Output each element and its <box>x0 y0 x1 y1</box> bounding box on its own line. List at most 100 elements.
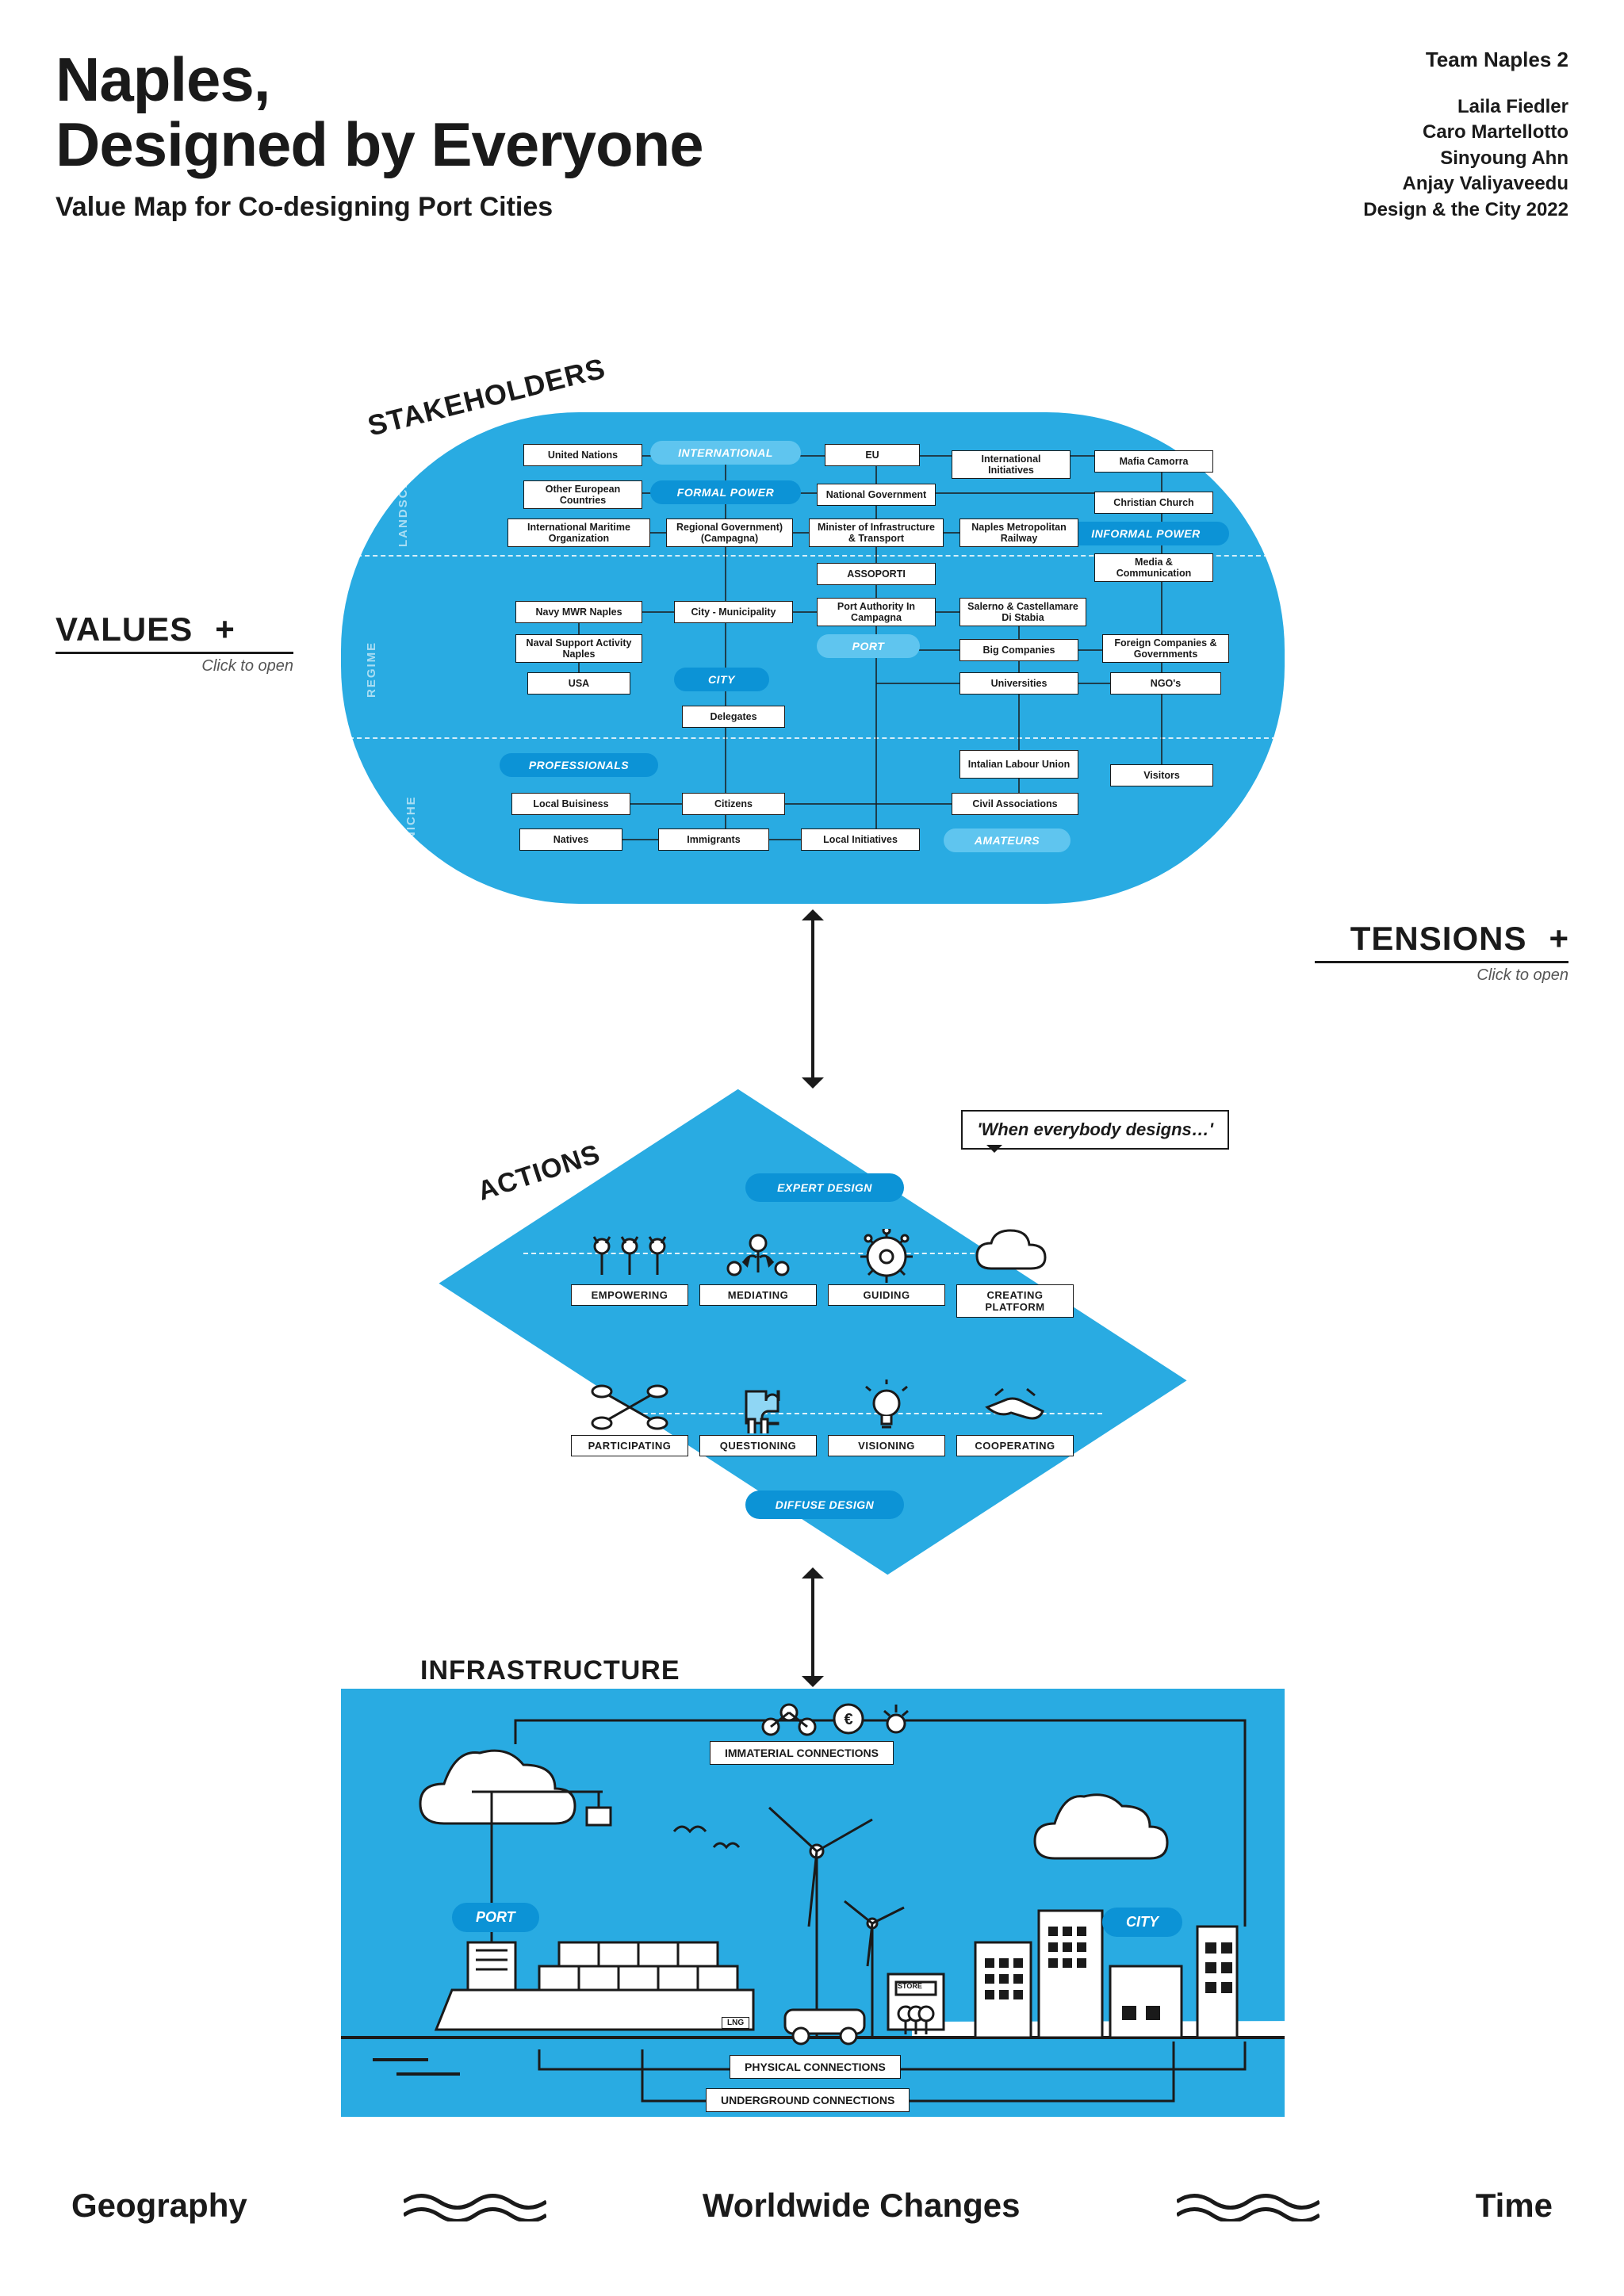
title-line-1: Naples, <box>56 44 270 114</box>
action-label: PARTICIPATING <box>571 1435 688 1456</box>
action-icon <box>956 1221 1074 1284</box>
page-title: Naples, Designed by Everyone <box>56 48 703 178</box>
footer-row: Geography Worldwide Changes Time <box>0 2187 1624 2225</box>
action-icon <box>828 1221 945 1284</box>
action-cell: PARTICIPATING <box>571 1372 688 1456</box>
port-pill: PORT <box>452 1903 539 1932</box>
speech-bubble: 'When everybody designs…' <box>961 1110 1229 1150</box>
city-pill: CITY <box>1102 1908 1182 1937</box>
action-label: COOPERATING <box>956 1435 1074 1456</box>
credits-block: Team Naples 2 Laila FiedlerCaro Martello… <box>1363 48 1568 223</box>
credit-name: Design & the City 2022 <box>1363 197 1568 223</box>
title-line-2: Designed by Everyone <box>56 109 703 179</box>
credit-name: Caro Martellotto <box>1363 120 1568 145</box>
action-cell: EMPOWERING <box>571 1221 688 1318</box>
action-label: MEDIATING <box>699 1284 817 1306</box>
page-subtitle: Value Map for Co-designing Port Cities <box>56 192 703 223</box>
stakeholder-box: Local Initiatives <box>801 828 920 851</box>
stakeholder-box: Local Buisiness <box>511 793 630 815</box>
stakeholder-box: Regional Government) (Campagna) <box>666 519 793 547</box>
category-pill: PROFESSIONALS <box>500 753 658 777</box>
stakeholder-box: Intalian Labour Union <box>959 750 1078 779</box>
footer-time: Time <box>1476 2187 1553 2225</box>
stakeholders-section: STAKEHOLDERS LANDSCAPE REGIME NICHE <box>341 412 1285 904</box>
stakeholder-box: National Government <box>817 484 936 506</box>
stakeholder-box: Salerno & Castellamare Di Stabia <box>959 598 1086 626</box>
infrastructure-bg: € IMMATERIAL CONNECTIONS PHYSICAL CONNEC… <box>341 1689 1285 2117</box>
stakeholder-box: Foreign Companies & Governments <box>1102 634 1229 663</box>
values-label: VALUES <box>56 610 193 648</box>
category-pill: INFORMAL POWER <box>1063 522 1229 545</box>
action-cell: CREATING PLATFORM <box>956 1221 1074 1318</box>
header-block: Naples, Designed by Everyone Value Map f… <box>56 48 703 223</box>
tensions-hint: Click to open <box>1315 966 1568 985</box>
action-icon <box>828 1372 945 1435</box>
stakeholder-box: ASSOPORTI <box>817 563 936 585</box>
category-pill: PORT <box>817 634 920 658</box>
stakeholder-box: Visitors <box>1110 764 1213 786</box>
stakeholder-box: Media & Communication <box>1094 553 1213 582</box>
credit-name: Anjay Valiyaveedu <box>1363 171 1568 197</box>
lng-label: LNG <box>722 2017 749 2029</box>
stakeholder-box: Other European Countries <box>523 480 642 509</box>
stakeholder-box: United Nations <box>523 444 642 466</box>
actions-section: ACTIONS 'When everybody designs…' EXPERT… <box>444 1086 1182 1578</box>
arrow-icon <box>811 1574 814 1681</box>
footer-geography: Geography <box>71 2187 247 2225</box>
stakeholder-box: Big Companies <box>959 639 1078 661</box>
stakeholder-box: Minister of Infrastructure & Transport <box>809 519 944 547</box>
action-icon <box>571 1221 688 1284</box>
stakeholder-box: Delegates <box>682 706 785 728</box>
action-label: QUESTIONING <box>699 1435 817 1456</box>
svg-text:€: € <box>844 1711 852 1728</box>
stakeholders-bubble: LANDSCAPE REGIME NICHE INTERNATIONALFORM… <box>341 412 1285 904</box>
stakeholder-box: Naval Support Activity Naples <box>515 634 642 663</box>
stakeholder-box: Immigrants <box>658 828 769 851</box>
plus-icon: + <box>1549 920 1568 957</box>
underground-label: UNDERGROUND CONNECTIONS <box>706 2088 910 2112</box>
credit-name: Sinyoung Ahn <box>1363 146 1568 171</box>
credit-name: Laila Fiedler <box>1363 94 1568 120</box>
stakeholder-box: Christian Church <box>1094 492 1213 514</box>
action-label: GUIDING <box>828 1284 945 1306</box>
values-toggle[interactable]: VALUES + Click to open <box>56 610 293 675</box>
stakeholder-box: Natives <box>519 828 622 851</box>
action-cell: VISIONING <box>828 1372 945 1456</box>
action-cell: COOPERATING <box>956 1372 1074 1456</box>
wave-icon <box>1177 2190 1320 2221</box>
plus-icon: + <box>215 610 235 648</box>
immaterial-label: IMMATERIAL CONNECTIONS <box>710 1741 894 1765</box>
action-label: VISIONING <box>828 1435 945 1456</box>
action-icon <box>699 1221 817 1284</box>
store-label: STORE <box>898 1982 922 1990</box>
action-label: CREATING PLATFORM <box>956 1284 1074 1318</box>
stakeholder-box: City - Municipality <box>674 601 793 623</box>
stakeholder-box: Universities <box>959 672 1078 695</box>
tensions-toggle[interactable]: TENSIONS + Click to open <box>1315 920 1568 985</box>
wave-icon <box>404 2190 546 2221</box>
stakeholder-box: EU <box>825 444 920 466</box>
stakeholder-box: Navy MWR Naples <box>515 601 642 623</box>
credit-lines: Laila FiedlerCaro MartellottoSinyoung Ah… <box>1363 94 1568 223</box>
stakeholder-box: Civil Associations <box>952 793 1078 815</box>
action-cell: QUESTIONING <box>699 1372 817 1456</box>
values-hint: Click to open <box>56 657 293 675</box>
physical-label: PHYSICAL CONNECTIONS <box>730 2055 901 2079</box>
expert-design-pill: EXPERT DESIGN <box>745 1173 904 1202</box>
stakeholder-box: Naples Metropolitan Railway <box>959 519 1078 547</box>
stakeholder-box: Citizens <box>682 793 785 815</box>
action-label: EMPOWERING <box>571 1284 688 1306</box>
action-icon <box>699 1372 817 1435</box>
footer-worldwide: Worldwide Changes <box>703 2187 1021 2225</box>
team-name: Team Naples 2 <box>1363 48 1568 72</box>
category-pill: CITY <box>674 668 769 691</box>
tensions-label: TENSIONS <box>1350 920 1527 957</box>
action-cell: MEDIATING <box>699 1221 817 1318</box>
action-icon <box>571 1372 688 1435</box>
stakeholder-box: International Initiatives <box>952 450 1071 479</box>
diffuse-design-pill: DIFFUSE DESIGN <box>745 1490 904 1519</box>
category-pill: INTERNATIONAL <box>650 441 801 465</box>
action-icon <box>956 1372 1074 1435</box>
stakeholder-box: NGO's <box>1110 672 1221 695</box>
stakeholder-box: Mafia Camorra <box>1094 450 1213 473</box>
